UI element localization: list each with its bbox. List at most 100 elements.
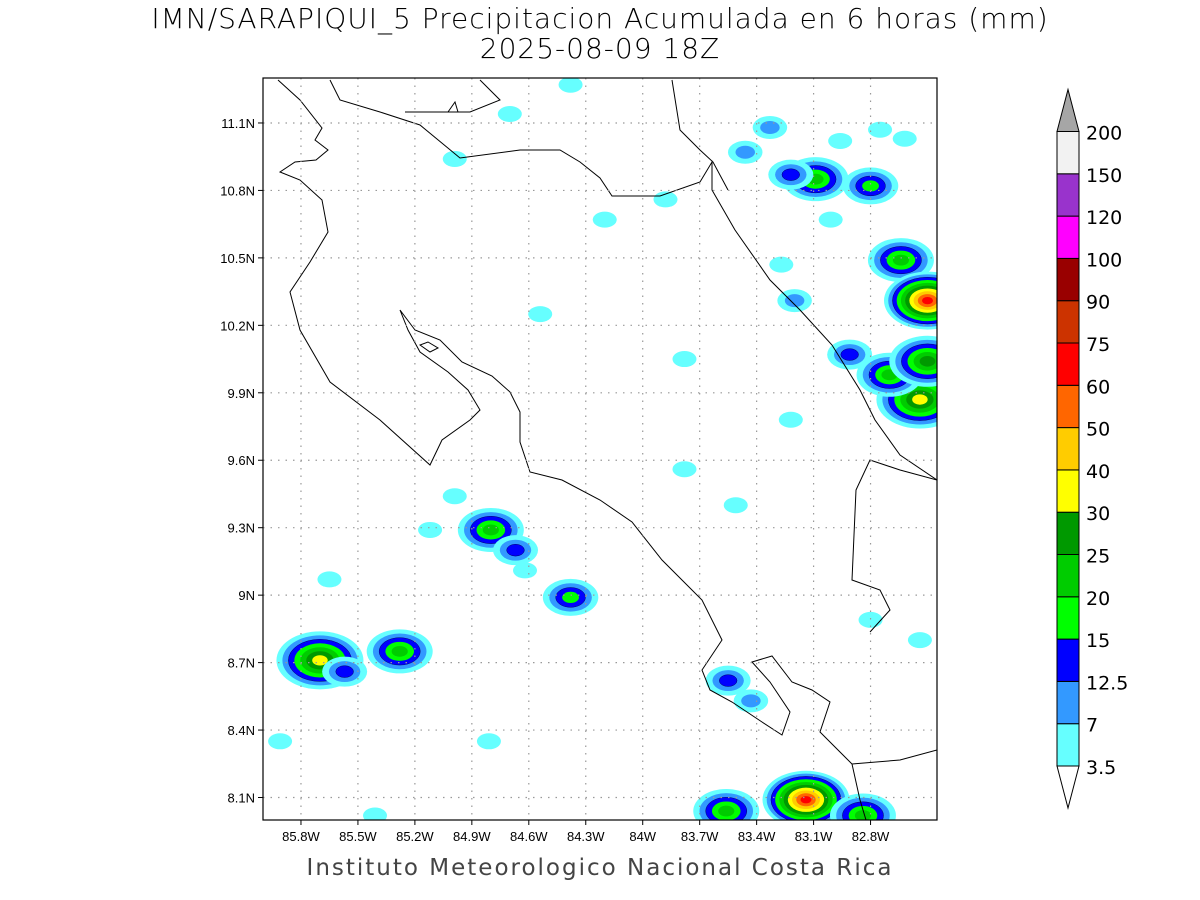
x-tick-label-1: 85.5W [339,829,377,844]
colorbar-swatch-14 [1056,131,1080,175]
colorbar-label-12: 100 [1086,249,1122,271]
precip-cell-39-level-0 [317,571,342,588]
precip-cell-34-level-0 [476,733,501,750]
precip-cell-6-level-2 [781,168,800,181]
map-title: IMN/SARAPIQUI_5 Precipitacion Acumulada … [151,2,1049,35]
precip-cell-3-level-1 [760,120,780,134]
colorbar-swatch-5 [1056,511,1080,556]
colorbar-label-13: 120 [1086,207,1122,229]
y-tick-label-5: 9.6N [228,453,255,468]
precip-cell-29-level-4 [718,805,735,817]
x-tick-label-3: 84.9W [453,829,491,844]
precip-cell-18-level-6 [912,394,928,405]
y-tick-label-4: 9.9N [228,386,255,401]
precip-cell-2-level-0 [442,150,467,167]
coastline-6 [418,341,440,353]
precip-cell-44-level-0 [723,497,748,514]
colorbar-swatch-7 [1056,427,1080,471]
coastline-1 [329,79,937,481]
colorbar-label-10: 75 [1086,334,1110,356]
precip-cell-27-level-2 [335,665,354,678]
precip-cell-25-level-3 [562,591,579,603]
x-tick-label-4: 84.6W [510,829,548,844]
x-tick-label-7: 83.7W [681,829,719,844]
colorbar-over-arrow [1056,87,1080,132]
coastline-3 [671,79,729,191]
precip-cell-30-level-9 [800,796,812,804]
precip-cell-0-level-0 [558,78,583,93]
precip-cell-7-level-3 [862,180,879,192]
colorbar-under-arrow [1056,765,1080,810]
colorbar-swatch-11 [1056,257,1080,302]
colorbar-swatch-6 [1056,469,1080,513]
colorbar-label-4: 20 [1086,588,1110,610]
y-tick-label-1: 10.8N [220,183,255,198]
precip-cell-37-level-0 [363,807,388,820]
precip-cell-4-level-1 [735,145,755,159]
coastline-7 [447,100,459,113]
precip-cell-15-level-1 [784,294,805,308]
x-tick-label-9: 83.1W [795,829,833,844]
precip-cell-31-level-4 [854,810,872,820]
precip-cell-9-level-0 [892,130,917,147]
precip-cell-12-level-0 [653,191,678,208]
colorbar-swatch-2 [1056,638,1080,682]
precip-cell-46-level-0 [907,632,932,649]
y-tick-label-6: 9.3N [228,521,255,536]
precip-cell-35-level-0 [672,351,697,368]
colorbar-swatch-13 [1056,173,1080,217]
y-tick-label-9: 8.4N [228,723,255,738]
coastline-4 [851,459,937,633]
colorbar-label-1: 7 [1086,715,1098,737]
colorbar-swatch-4 [1056,554,1080,598]
precip-cell-1-level-0 [497,105,522,122]
colorbar-swatch-3 [1056,596,1080,640]
precip-cell-24-level-0 [513,562,538,579]
precip-cell-38-level-0 [268,733,293,750]
colorbar-swatch-9 [1056,342,1080,386]
map-subtitle: 2025-08-09 18Z [479,32,721,65]
precip-cell-17-level-9 [922,296,933,305]
colorbar-swatch-1 [1056,680,1080,725]
colorbar-label-5: 25 [1086,546,1110,568]
y-tick-label-7: 9N [238,588,255,603]
precip-cell-41-level-0 [442,488,467,505]
colorbar-label-2: 12.5 [1086,672,1128,694]
precip-cell-13-level-0 [592,211,617,228]
precip-cell-40-level-0 [418,521,443,538]
colorbar-label-7: 40 [1086,461,1110,483]
precip-cell-11-level-0 [818,211,843,228]
colorbar-swatch-12 [1056,215,1080,259]
precip-cell-33-level-1 [741,694,761,708]
y-tick-label-10: 8.1N [228,791,255,806]
colorbar-label-11: 90 [1086,292,1110,314]
precip-cell-32-level-2 [719,674,738,687]
y-tick-label-0: 11.1N [221,116,255,131]
colorbar-swatch-0 [1056,723,1080,767]
coastline-5 [851,749,937,765]
x-tick-label-0: 85.8W [282,829,320,844]
colorbar-swatch-8 [1056,384,1080,429]
plot-area [268,78,937,820]
precip-cell-36-level-0 [672,461,697,478]
y-tick-label-3: 10.2N [220,318,255,333]
x-tick-label-8: 83.4W [738,829,776,844]
precip-cell-42-level-0 [528,306,553,323]
precip-cell-8-level-0 [868,121,893,138]
colorbar-label-8: 50 [1086,419,1110,441]
colorbar-label-9: 60 [1086,376,1110,398]
x-tick-label-2: 85.2W [396,829,434,844]
precip-cell-14-level-0 [769,256,794,273]
precip-cell-28-level-4 [391,645,408,657]
precip-cell-23-level-2 [506,544,525,557]
y-tick-label-2: 10.5N [220,251,255,266]
y-tick-label-8: 8.7N [228,656,255,671]
coastline-2 [405,79,501,113]
colorbar-label-3: 15 [1086,630,1110,652]
coastline-0 [277,79,867,820]
colorbar-label-14: 150 [1086,165,1122,187]
colorbar-label-0: 3.5 [1086,757,1116,779]
precip-cell-10-level-0 [828,132,853,149]
precip-cell-43-level-0 [778,411,803,428]
